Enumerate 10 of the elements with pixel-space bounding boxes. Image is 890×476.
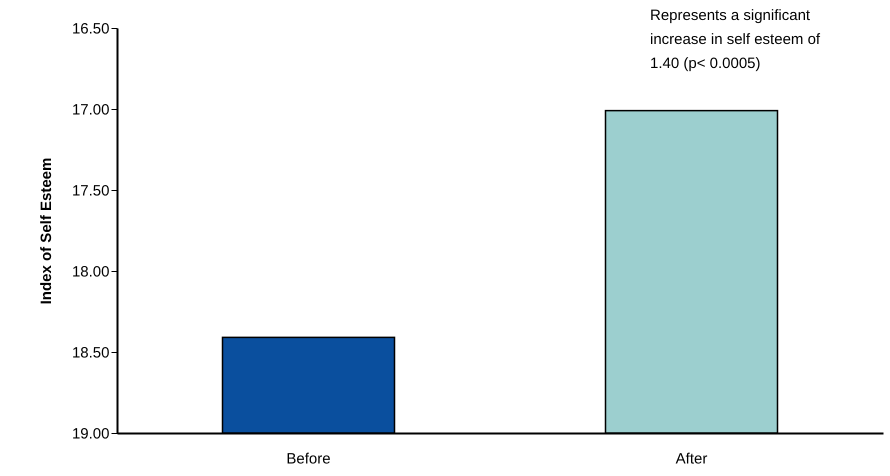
- y-tick-label: 18.00: [72, 264, 110, 280]
- y-tick-label: 17.00: [72, 102, 110, 118]
- y-tick-label: 16.50: [72, 20, 110, 38]
- y-axis-title: Index of Self Esteem: [38, 158, 55, 304]
- y-tick-label: 19.00: [72, 426, 110, 442]
- y-tick-label: 18.50: [72, 344, 110, 362]
- annotation: Represents a significant increase in self esteem of 1.40 (p< 0.0005): [650, 7, 821, 72]
- x-tick-label: Before: [286, 450, 331, 468]
- y-tick-label: 17.50: [72, 182, 110, 200]
- x-tick-label: After: [676, 450, 708, 468]
